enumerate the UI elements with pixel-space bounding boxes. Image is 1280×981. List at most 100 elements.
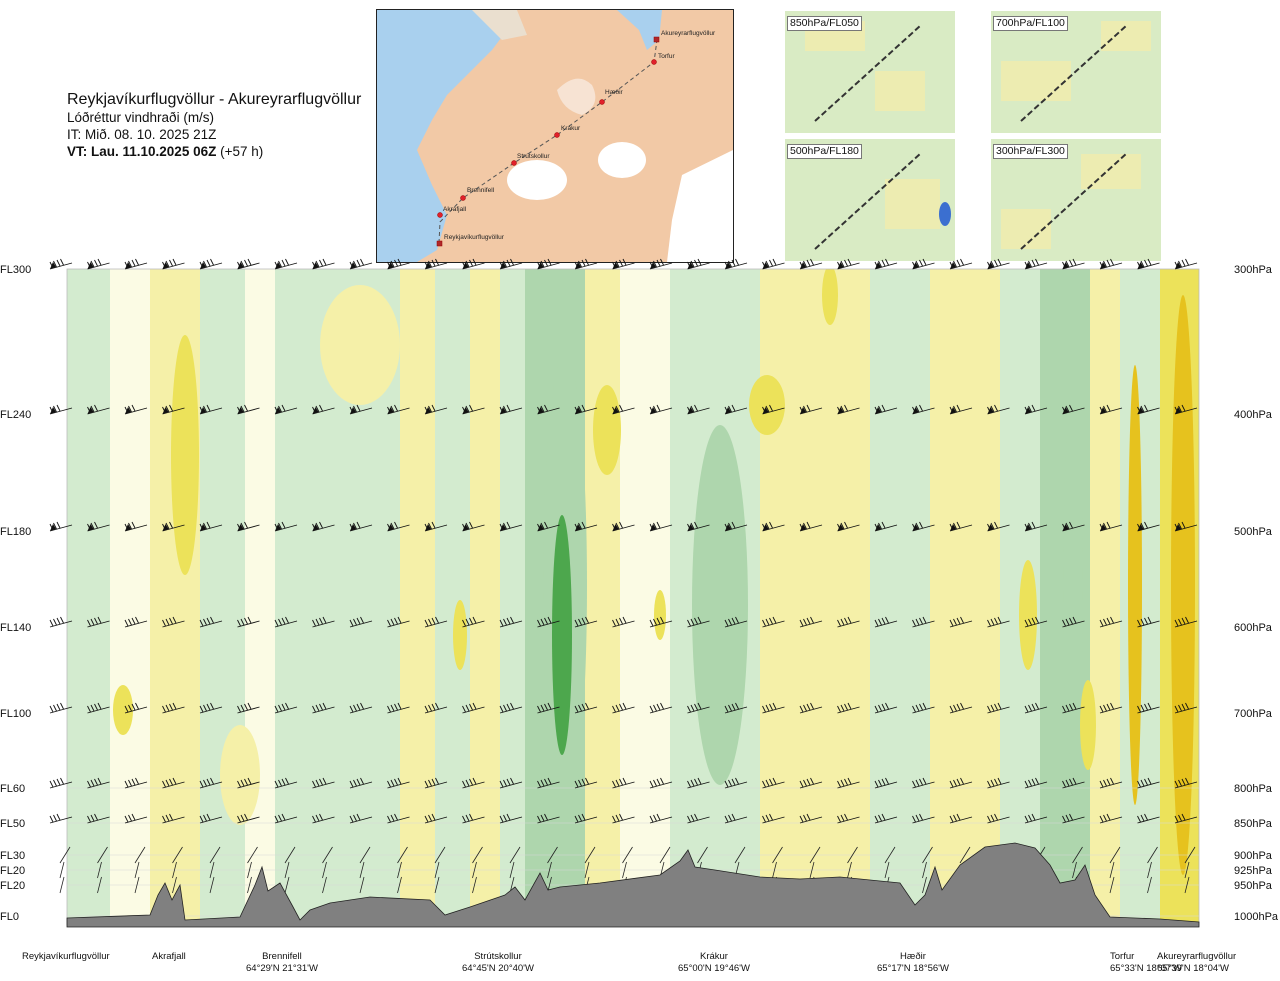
wind-barb-low xyxy=(1109,876,1115,894)
station-marker-akrafjall xyxy=(437,212,443,218)
hpa-label: 800hPa xyxy=(1234,783,1273,795)
wind-barb xyxy=(649,702,673,714)
wind-barb xyxy=(612,258,635,270)
wind-barb xyxy=(874,258,898,270)
wind-barb xyxy=(987,813,1010,824)
chart-variable: Lóðréttur vindhraði (m/s) xyxy=(67,110,215,125)
location-label-akureyri: Akureyrarflugvöllur 65°39'N 18°04'W xyxy=(1157,951,1236,975)
wind-barb xyxy=(649,258,673,270)
wind-barb xyxy=(1062,521,1085,532)
wind-barb xyxy=(162,616,185,628)
wind-barb-low xyxy=(584,861,590,879)
wind-barb xyxy=(387,813,410,824)
highland xyxy=(557,78,596,115)
location-label-akrafjall: Akrafjall xyxy=(152,951,186,963)
location-name: Reykjavíkurflugvöllur xyxy=(22,951,110,962)
hpa-label: 950hPa xyxy=(1234,880,1273,892)
wind-barb-low xyxy=(1109,846,1121,864)
wind-barb xyxy=(424,777,448,789)
wind-barb-low xyxy=(322,876,327,894)
inset-700hpa[interactable]: 700hPa/FL100 xyxy=(991,11,1161,133)
wind-barb xyxy=(1137,258,1160,270)
map-label-brennifell: Brennifell xyxy=(467,187,495,194)
valid-time-offset: (+57 h) xyxy=(220,144,264,159)
map-label-reykjavik: Reykjavíkurflugvöllur xyxy=(444,234,505,241)
wind-barb xyxy=(462,777,485,789)
sea-west xyxy=(377,10,507,262)
wind-barb xyxy=(274,813,298,824)
wind-barb xyxy=(912,702,935,714)
wind-barb xyxy=(499,777,523,789)
wind-barb xyxy=(949,777,973,789)
wind-barb xyxy=(1062,404,1085,415)
location-label-haedir: Hæðir 65°17'N 18°56'W xyxy=(877,951,949,975)
wind-barb-low xyxy=(359,846,371,864)
wind-barb xyxy=(1137,521,1160,532)
wind-barb xyxy=(799,813,823,824)
wind-barb-low xyxy=(922,861,927,879)
wind-barb xyxy=(87,258,110,270)
glacier-hofsjokull xyxy=(598,142,646,178)
wind-barb xyxy=(1137,813,1160,824)
wind-barb xyxy=(424,702,448,714)
wind-barb xyxy=(349,813,373,824)
inset-850hpa[interactable]: 850hPa/FL050 xyxy=(785,11,955,133)
wind-barb xyxy=(837,777,860,789)
wind-barb xyxy=(724,813,748,824)
wind-barb xyxy=(1099,702,1123,714)
wind-barb xyxy=(1062,702,1085,714)
wind-barb xyxy=(687,813,710,824)
inset-300hpa[interactable]: 300hPa/FL300 xyxy=(991,139,1161,261)
wind-barb xyxy=(687,702,710,714)
fl-label: FL240 xyxy=(0,409,31,421)
wind-barb-low xyxy=(922,846,933,864)
wind-barb xyxy=(424,813,448,824)
wind-barb xyxy=(799,702,823,714)
field-band xyxy=(67,269,110,925)
hpa-label: 600hPa xyxy=(1234,622,1273,634)
chart-header: Reykjavíkurflugvöllur - Akureyrarflugvöl… xyxy=(67,90,377,160)
wind-barb xyxy=(462,616,485,628)
wind-barb xyxy=(612,616,635,628)
inset-850hpa-svg xyxy=(785,11,955,133)
location-name: Strútskollur xyxy=(474,951,522,962)
wind-barb xyxy=(87,777,110,789)
fl-label: FL20 xyxy=(0,865,25,877)
wind-barb xyxy=(349,702,373,714)
valid-time: VT: Lau. 11.10.2025 06Z (+57 h) xyxy=(67,143,377,160)
field-contour xyxy=(171,335,199,575)
wind-barb-low xyxy=(59,861,65,879)
wind-barb xyxy=(874,616,898,628)
location-name: Brennifell xyxy=(262,951,302,962)
inset-500hpa[interactable]: 500hPa/FL180 xyxy=(785,139,955,261)
wind-barb xyxy=(424,404,448,415)
hpa-label: 700hPa xyxy=(1234,708,1273,720)
wind-barb xyxy=(49,702,73,714)
route-map[interactable]: Akureyrarflugvöllur Torfur Hæðir Krákur … xyxy=(376,9,734,263)
wind-barb-low xyxy=(434,861,440,879)
wind-barb-low xyxy=(1147,861,1152,879)
wind-barb xyxy=(274,521,298,532)
route-map-svg: Akureyrarflugvöllur Torfur Hæðir Krákur … xyxy=(377,10,733,262)
wind-barb-low xyxy=(884,846,896,864)
location-name: Akureyrarflugvöllur xyxy=(1157,951,1237,962)
wind-barb xyxy=(762,702,785,714)
hpa-label: 900hPa xyxy=(1234,850,1273,862)
hpa-label: 400hPa xyxy=(1234,409,1273,421)
wind-barb-low xyxy=(97,876,102,894)
wind-barb xyxy=(387,258,410,270)
location-coord: 65°00'N 19°46'W xyxy=(678,963,750,974)
chart-title: Reykjavíkurflugvöllur - Akureyrarflugvöl… xyxy=(67,91,362,108)
wind-barb xyxy=(49,404,73,415)
wind-barb-low xyxy=(472,861,477,879)
wind-barb xyxy=(799,258,823,270)
wind-barb xyxy=(274,702,298,714)
wind-barb xyxy=(874,404,898,415)
wind-barb-low xyxy=(322,861,327,879)
field-contour xyxy=(1080,680,1096,770)
wind-barb xyxy=(349,616,373,628)
wind-barb-low xyxy=(772,846,783,864)
wind-barb xyxy=(837,521,860,532)
wind-barb-low xyxy=(1184,876,1190,894)
wind-barb xyxy=(274,258,298,270)
